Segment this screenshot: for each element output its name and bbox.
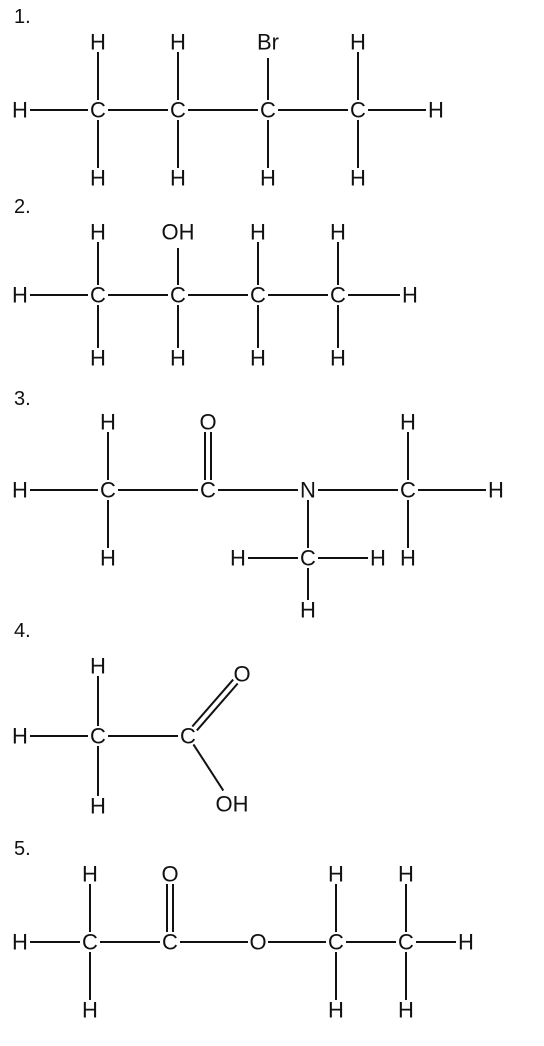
atom-label: C	[250, 283, 266, 308]
atom-label: H	[398, 998, 414, 1023]
atom-label: H	[250, 220, 266, 245]
atom-label: H	[90, 654, 106, 679]
atom-label: H	[12, 98, 28, 123]
atom-label: H	[90, 346, 106, 371]
atom-label: O	[249, 930, 266, 955]
atom-label: Br	[257, 30, 279, 55]
atom-label: C	[328, 930, 344, 955]
structure-4: H C C O OH H H	[10, 636, 330, 836]
atom-label: C	[398, 930, 414, 955]
bond	[197, 684, 238, 731]
atom-label: H	[370, 546, 386, 571]
atom-label: H	[328, 862, 344, 887]
atom-label: H	[82, 998, 98, 1023]
atom-label: C	[90, 283, 106, 308]
atom-label: OH	[216, 792, 249, 817]
atom-label: H	[12, 724, 28, 749]
atom-label: H	[330, 346, 346, 371]
atom-label: H	[250, 346, 266, 371]
atom-label: H	[260, 166, 276, 191]
atom-label: H	[170, 346, 186, 371]
structure-5: H C C O C C H H O H H H H H	[10, 852, 480, 1032]
atom-label: H	[100, 546, 116, 571]
atom-label: H	[458, 930, 474, 955]
atom-label: H	[82, 862, 98, 887]
atom-label: H	[170, 166, 186, 191]
atom-label: H	[350, 166, 366, 191]
atom-label: H	[330, 220, 346, 245]
atom-label: H	[12, 930, 28, 955]
atom-label: C	[82, 930, 98, 955]
structure-3: HCCNCHHOHHCHHHH	[10, 400, 530, 620]
atom-label: H	[170, 30, 186, 55]
bond	[192, 680, 233, 727]
atom-label: C	[170, 283, 186, 308]
atom-label: C	[260, 98, 276, 123]
atom-label: H	[100, 410, 116, 435]
atom-label: C	[180, 724, 196, 749]
atom-label: C	[300, 546, 316, 571]
atom-label: N	[300, 478, 316, 503]
structure-2: H C C C C H H OH H H H H H H	[10, 210, 450, 380]
atom-label: H	[400, 546, 416, 571]
atom-label: H	[12, 478, 28, 503]
structure-1: H C C C C H H H Br H H H H H	[10, 20, 480, 200]
atom-label: H	[488, 478, 504, 503]
atom-label: O	[161, 862, 178, 887]
atom-label: H	[398, 862, 414, 887]
atom-label: H	[350, 30, 366, 55]
atom-label: H	[90, 794, 106, 819]
atom-label: H	[300, 598, 316, 621]
atom-label: H	[402, 283, 418, 308]
atom-label: H	[12, 283, 28, 308]
atom-label: C	[350, 98, 366, 123]
atom-label: H	[90, 30, 106, 55]
atom-label: C	[162, 930, 178, 955]
bond	[193, 744, 223, 790]
atom-label: C	[200, 478, 216, 503]
atom-label: H	[428, 98, 444, 123]
atom-label: H	[328, 998, 344, 1023]
atom-label: OH	[162, 220, 195, 245]
atom-label: C	[100, 478, 116, 503]
atom-label: O	[233, 662, 250, 687]
atom-label: H	[400, 410, 416, 435]
atom-label: C	[330, 283, 346, 308]
atom-label: C	[90, 724, 106, 749]
atom-label: H	[90, 220, 106, 245]
atom-label: C	[90, 98, 106, 123]
atom-label: C	[170, 98, 186, 123]
atom-label: H	[230, 546, 246, 571]
atom-label: H	[90, 166, 106, 191]
atom-label: C	[400, 478, 416, 503]
page: 1.HCCCCHHHBrHHHHH2.HCCCCHHOHHHHHHH3.HCCN…	[0, 0, 544, 1046]
atom-label: O	[199, 410, 216, 435]
